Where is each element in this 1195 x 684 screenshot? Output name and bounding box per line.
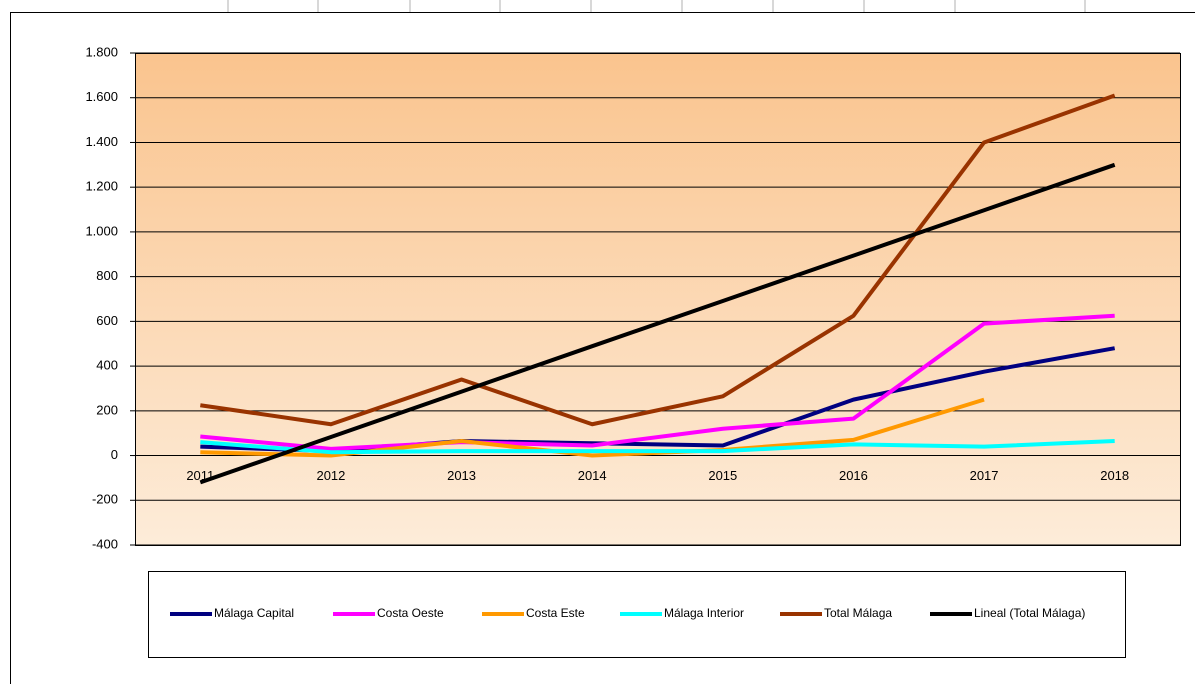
- series-line: [199, 162, 1116, 485]
- series-line: [200, 439, 1115, 455]
- x-tick-label: 2018: [1100, 468, 1129, 483]
- legend-label: Málaga Interior: [664, 606, 744, 620]
- x-tick-label: 2016: [839, 468, 868, 483]
- legend-label: Total Málaga: [824, 606, 892, 620]
- y-tick-label: 1.800: [85, 44, 118, 59]
- sheet-cells: [227, 0, 1086, 12]
- legend-label: Málaga Capital: [214, 606, 294, 620]
- x-tick-label: 2014: [578, 468, 607, 483]
- x-tick-label: 2013: [447, 468, 476, 483]
- y-tick-label: 0: [111, 447, 118, 462]
- x-tick-label: 2017: [970, 468, 999, 483]
- y-tick-label: 400: [96, 358, 118, 373]
- x-tick-label: 2012: [316, 468, 345, 483]
- series-line: [200, 93, 1116, 427]
- y-tick-label: 1.400: [85, 134, 118, 149]
- legend-label: Lineal (Total Málaga): [974, 606, 1085, 620]
- y-tick-label: -400: [92, 536, 118, 551]
- plot-border: [135, 53, 1181, 546]
- y-tick-label: 1.600: [85, 89, 118, 104]
- legend-label: Costa Oeste: [377, 606, 444, 620]
- series-line: [200, 313, 1115, 451]
- y-tick-label: 1.000: [85, 223, 118, 238]
- y-tick-label: 1.200: [85, 179, 118, 194]
- y-tick-label: 600: [96, 313, 118, 328]
- y-tick-label: 800: [96, 268, 118, 283]
- legend-label: Costa Este: [526, 606, 585, 620]
- series-line: [200, 397, 985, 458]
- chart-border: [10, 12, 1195, 684]
- x-tick-label: 2015: [708, 468, 737, 483]
- y-tick-label: 200: [96, 402, 118, 417]
- y-tick-label: -200: [92, 492, 118, 507]
